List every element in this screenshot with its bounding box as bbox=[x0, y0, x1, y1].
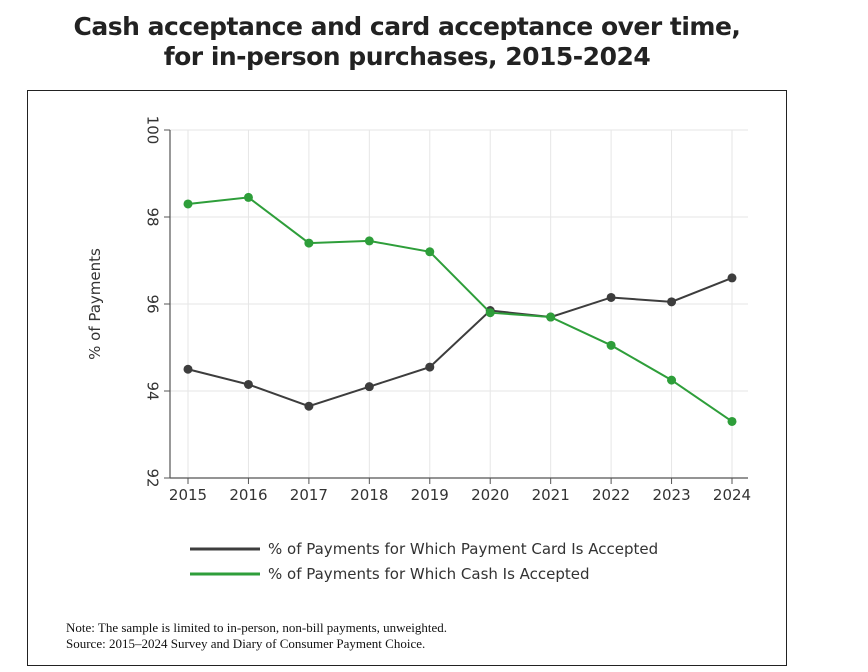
data-point-card bbox=[364, 382, 374, 392]
data-point-card bbox=[667, 297, 677, 307]
chart-notes: Note: The sample is limited to in-person… bbox=[66, 620, 766, 652]
data-point-cash bbox=[183, 199, 193, 209]
data-point-cash bbox=[425, 247, 435, 257]
data-point-cash bbox=[364, 236, 374, 246]
legend-label-card: % of Payments for Which Payment Card Is … bbox=[268, 540, 658, 558]
source-text: Source: 2015–2024 Survey and Diary of Co… bbox=[66, 636, 426, 651]
y-tick-label: 100 bbox=[144, 116, 162, 145]
data-point-card bbox=[304, 401, 314, 411]
data-point-card bbox=[606, 292, 616, 302]
data-point-cash bbox=[667, 375, 677, 385]
x-tick-label: 2023 bbox=[652, 486, 690, 504]
y-tick-label: 98 bbox=[144, 207, 162, 226]
data-point-card bbox=[243, 379, 253, 389]
x-tick-label: 2021 bbox=[532, 486, 570, 504]
x-tick-label: 2018 bbox=[350, 486, 388, 504]
chart-title: Cash acceptance and card acceptance over… bbox=[0, 12, 814, 72]
x-tick-label: 2022 bbox=[592, 486, 630, 504]
chart-title-line-2: for in-person purchases, 2015-2024 bbox=[163, 42, 651, 71]
y-axis-label: % of Payments bbox=[86, 248, 104, 360]
x-tick-label: 2019 bbox=[411, 486, 449, 504]
chart-title-line-1: Cash acceptance and card acceptance over… bbox=[73, 12, 741, 41]
series-line-cash bbox=[187, 196, 733, 423]
data-point-card bbox=[727, 273, 737, 283]
x-tick-label: 2017 bbox=[290, 486, 328, 504]
data-point-cash bbox=[546, 312, 556, 322]
note-text: Note: The sample is limited to in-person… bbox=[66, 620, 448, 635]
data-point-cash bbox=[606, 340, 616, 350]
x-tick-label: 2020 bbox=[471, 486, 509, 504]
y-tick-label: 96 bbox=[144, 294, 162, 313]
y-tick-label: 92 bbox=[144, 468, 162, 487]
y-tick-label: 94 bbox=[144, 381, 162, 400]
data-point-cash bbox=[304, 238, 314, 248]
data-point-cash bbox=[485, 308, 495, 318]
data-point-card bbox=[183, 364, 193, 374]
series-line-card bbox=[187, 276, 733, 408]
data-point-cash bbox=[243, 192, 253, 202]
data-point-cash bbox=[727, 416, 737, 426]
legend-label-cash: % of Payments for Which Cash Is Accepted bbox=[268, 565, 590, 583]
x-tick-label: 2024 bbox=[713, 486, 751, 504]
data-point-card bbox=[425, 362, 435, 372]
chart-frame bbox=[27, 90, 787, 666]
x-tick-label: 2015 bbox=[169, 486, 207, 504]
x-tick-label: 2016 bbox=[229, 486, 267, 504]
